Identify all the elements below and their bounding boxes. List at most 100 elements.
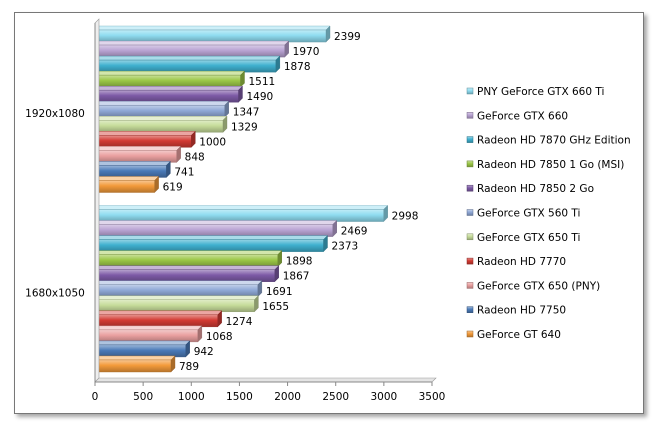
bar-front [94, 165, 167, 178]
legend-swatch [466, 160, 474, 168]
bar-front [94, 105, 225, 118]
bar [94, 175, 160, 193]
legend-swatch [466, 330, 474, 338]
bar [94, 100, 230, 118]
bar-front [94, 269, 275, 282]
bar-front [94, 284, 259, 297]
legend-label: Radeon HD 7850 1 Go (MSI) [477, 159, 624, 171]
data-label: 1000 [199, 136, 226, 148]
bar-top [94, 85, 243, 91]
data-label: 2469 [341, 226, 368, 238]
bar [94, 325, 203, 343]
side-wall [94, 18, 100, 383]
bar-top [94, 340, 191, 346]
bar-front [94, 44, 285, 58]
axes: 1920x1080 1680x1050 0 500 1000 1500 2000 2500 30… [25, 18, 445, 403]
legend-label: Radeon HD 7770 [477, 256, 566, 268]
legend-swatch [466, 209, 474, 216]
legend-swatch [466, 136, 474, 143]
bar [94, 40, 290, 58]
bar [94, 85, 243, 103]
bar [94, 265, 280, 283]
bar [94, 280, 263, 298]
bar [94, 295, 259, 313]
data-label: 1490 [246, 91, 273, 103]
bar-top [94, 161, 171, 166]
bar-top [94, 205, 389, 210]
data-label: 1878 [284, 61, 311, 73]
bar-top [94, 116, 228, 121]
bar-front [94, 180, 155, 193]
data-label: 848 [185, 151, 205, 163]
chart-frame: 2399 1970 1878 1511 1490 1347 1329 1000 848 741 61… [14, 12, 644, 414]
bar [94, 205, 389, 223]
bar [94, 340, 191, 358]
bar-front [94, 89, 239, 103]
plot-area: 2399 1970 1878 1511 1490 1347 1329 1000 848 741 61… [94, 25, 419, 373]
data-label: 1329 [231, 121, 258, 133]
bar [94, 250, 283, 268]
bar-front [94, 239, 324, 252]
x-tick-label: 0 [92, 391, 99, 403]
x-tick-label: 1000 [178, 391, 205, 403]
legend-label: PNY GeForce GTX 660 Ti [477, 86, 604, 98]
data-label: 1274 [226, 316, 253, 328]
legend-swatch [466, 282, 474, 289]
category-label: 1920x1080 [25, 108, 85, 120]
bar-top [94, 70, 245, 76]
legend-swatch [466, 87, 474, 95]
data-label: 1898 [286, 256, 313, 268]
bar-front [94, 254, 278, 267]
bar-front [94, 150, 177, 163]
bar-top [94, 250, 283, 255]
bar-top [94, 355, 176, 361]
bar-top [94, 40, 290, 46]
legend-label: GeForce GTX 660 [477, 110, 568, 122]
data-label: 2998 [392, 211, 419, 223]
data-label: 619 [163, 181, 183, 193]
legend-label: Radeon HD 7750 [477, 305, 566, 317]
legend-label: Radeon HD 7870 GHz Edition [477, 135, 631, 147]
legend-label: GeForce GTX 650 (PNY) [477, 280, 600, 292]
x-tick-label: 2000 [274, 391, 301, 403]
bar-top [94, 310, 223, 316]
legend-swatch [466, 257, 474, 265]
legend-label: Radeon HD 7850 2 Go [477, 183, 594, 195]
data-label: 2373 [331, 241, 358, 253]
bar-front [94, 329, 199, 343]
data-label: 1068 [206, 331, 233, 343]
bar [94, 25, 331, 43]
bar-top [94, 25, 331, 31]
bar-front [94, 120, 224, 133]
bar [94, 355, 176, 373]
legend-label: GeForce GT 640 [477, 329, 561, 341]
x-tick-label: 3000 [370, 391, 397, 403]
bar-front [94, 344, 186, 358]
bar [94, 235, 328, 253]
x-tick-label: 500 [133, 391, 153, 403]
x-tick-label: 1500 [226, 391, 253, 403]
data-label: 741 [174, 166, 194, 178]
x-tick-label: 2500 [322, 391, 349, 403]
bar [94, 145, 182, 163]
bar-top [94, 146, 182, 151]
bar [94, 160, 171, 178]
legend-swatch [466, 184, 474, 192]
legend-swatch [466, 306, 474, 313]
legend-swatch [466, 233, 474, 241]
data-label: 942 [194, 346, 214, 358]
data-label: 2399 [334, 31, 361, 43]
bar-front [94, 59, 277, 73]
data-label: 1655 [262, 301, 289, 313]
data-label: 1970 [293, 46, 320, 58]
bar-top [94, 131, 196, 136]
floor [94, 377, 437, 383]
bar-front [94, 135, 192, 148]
bar [94, 310, 223, 328]
bar-chart: 2399 1970 1878 1511 1490 1347 1329 1000 848 741 61… [25, 18, 631, 403]
bar-front [94, 209, 384, 222]
category-label: 1680x1050 [25, 287, 85, 299]
bar-top [94, 265, 280, 270]
bar-front [94, 299, 255, 313]
bar-front [94, 29, 327, 43]
